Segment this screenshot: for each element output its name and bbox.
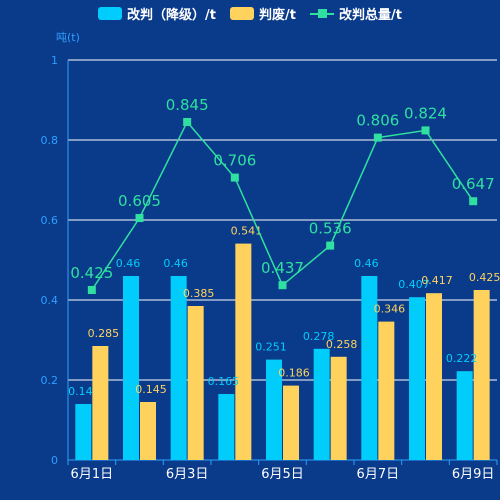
y-axis-label: 吨(t) xyxy=(56,31,80,44)
legend-item-bar2[interactable]: 判废/t xyxy=(230,4,296,23)
bar-scrapped xyxy=(235,243,252,460)
legend: 改判（降级）/t 判废/t 改判总量/t xyxy=(0,4,500,23)
data-label-degraded: 0.407 xyxy=(398,278,430,291)
data-label-degraded: 0.278 xyxy=(303,330,335,343)
y-tick-label: 0.2 xyxy=(41,374,59,387)
line-point xyxy=(135,214,144,222)
bar-degraded xyxy=(218,394,235,460)
data-label-degraded: 0.46 xyxy=(163,257,188,270)
bar-degraded xyxy=(75,404,92,460)
data-label-degraded: 0.222 xyxy=(446,352,478,365)
bar-scrapped xyxy=(187,306,204,460)
data-label-total: 0.605 xyxy=(118,192,161,210)
legend-swatch-bar1 xyxy=(98,7,123,20)
data-label-degraded: 0.251 xyxy=(255,341,287,354)
bar-scrapped xyxy=(378,321,395,460)
bar-scrapped xyxy=(330,356,347,460)
bar-scrapped xyxy=(140,402,156,460)
data-label-scrapped: 0.258 xyxy=(326,338,358,351)
y-tick-label: 0 xyxy=(51,454,58,467)
data-label-scrapped: 0.425 xyxy=(469,271,500,284)
data-label-scrapped: 0.541 xyxy=(231,225,263,238)
legend-label-bar1: 改判（降级）/t xyxy=(127,8,217,23)
x-tick-label: 6月1日 xyxy=(71,467,114,482)
y-tick-label: 1 xyxy=(51,54,58,67)
data-label-degraded: 0.14 xyxy=(68,385,93,398)
line-point xyxy=(326,241,335,250)
data-label-total: 0.437 xyxy=(261,259,304,277)
bar-scrapped xyxy=(426,293,442,460)
data-label-scrapped: 0.145 xyxy=(135,383,167,396)
legend-item-bar1[interactable]: 改判（降级）/t xyxy=(98,4,216,23)
line-point xyxy=(183,118,192,126)
line-point xyxy=(278,281,287,290)
x-tick-label: 6月7日 xyxy=(357,467,400,482)
data-label-degraded: 0.165 xyxy=(208,375,240,388)
data-label-degraded: 0.46 xyxy=(116,257,141,270)
bar-degraded xyxy=(170,276,187,460)
data-label-total: 0.647 xyxy=(452,175,495,193)
x-tick-label: 6月5日 xyxy=(261,467,304,482)
line-point xyxy=(87,286,96,294)
bar-scrapped xyxy=(92,346,109,460)
legend-swatch-line xyxy=(309,7,334,20)
data-label-scrapped: 0.346 xyxy=(374,303,406,316)
bar-degraded xyxy=(313,348,330,460)
line-point xyxy=(230,173,239,182)
y-tick-label: 0.4 xyxy=(41,294,59,307)
data-label-total: 0.806 xyxy=(356,112,399,130)
bar-degraded xyxy=(409,297,425,460)
legend-label-line: 改判总量/t xyxy=(338,8,402,23)
x-tick-label: 6月3日 xyxy=(166,467,209,482)
data-label-scrapped: 0.417 xyxy=(421,274,453,287)
data-label-total: 0.845 xyxy=(166,96,209,114)
line-point xyxy=(469,197,478,206)
x-tick-label: 6月9日 xyxy=(452,467,495,482)
data-label-scrapped: 0.385 xyxy=(183,287,215,300)
line-point xyxy=(373,133,382,142)
data-label-scrapped: 0.186 xyxy=(278,367,310,380)
legend-label-bar2: 判废/t xyxy=(259,8,296,23)
bar-degraded xyxy=(123,276,139,460)
data-label-total: 0.425 xyxy=(70,264,113,282)
bar-scrapped xyxy=(283,385,299,460)
bar-degraded xyxy=(456,371,473,460)
line-point xyxy=(421,126,430,135)
data-label-degraded: 0.46 xyxy=(354,257,379,270)
bar-scrapped xyxy=(473,290,490,460)
y-tick-label: 0.6 xyxy=(41,214,59,227)
y-tick-label: 0.8 xyxy=(41,134,59,147)
bar-degraded xyxy=(361,276,378,460)
data-label-total: 0.706 xyxy=(213,152,256,170)
data-label-scrapped: 0.285 xyxy=(88,327,120,340)
bar-degraded xyxy=(266,359,282,460)
legend-item-line[interactable]: 改判总量/t xyxy=(309,4,402,23)
data-label-total: 0.536 xyxy=(309,220,352,238)
legend-swatch-bar2 xyxy=(230,7,255,20)
data-label-total: 0.824 xyxy=(404,104,447,122)
